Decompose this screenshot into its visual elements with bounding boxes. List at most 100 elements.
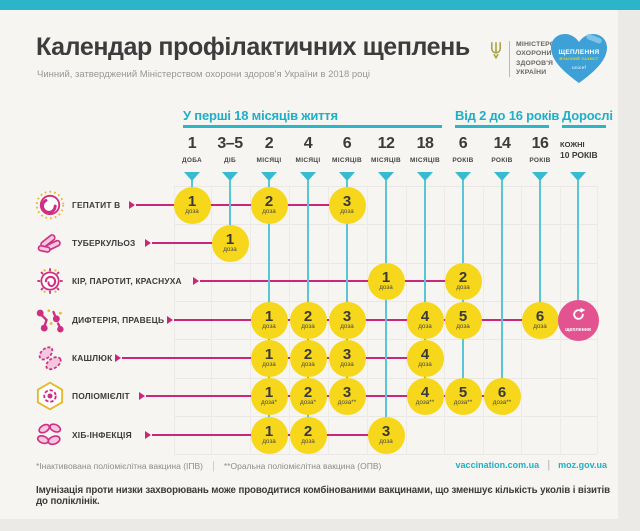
dose-unit-label: доза [379,438,393,445]
unicef-logo-text: unicef [571,65,587,70]
dose-circle: 2 доза [289,416,327,454]
dose-unit-label: доза [533,323,547,330]
dose-number: 1 [264,346,274,363]
disease-row-label: ДИФТЕРІЯ, ПРАВЕЦЬ [72,315,165,325]
dose-number: 4 [420,384,430,401]
disease-row-label: КІР, ПАРОТИТ, КРАСНУХА [72,276,182,286]
heart-logo-title: ЩЕПЛЕННЯ [558,49,600,56]
dose-unit-label: доза* [300,399,316,406]
dose-number: 1 [264,423,274,440]
column-timeline-line [539,180,541,320]
dose-number: 2 [303,423,313,440]
timeline-group-underline [183,125,442,128]
disease-row-label: ПОЛІОМІЄЛІТ [72,391,130,401]
repeat-icon [571,307,586,327]
hepatitis-b-virus-icon [35,190,65,220]
dose-number: 1 [264,308,274,325]
column-timeline-line [577,180,579,320]
row-schedule-line [136,204,347,206]
dose-number: 2 [303,384,313,401]
dose-unit-label: доза* [261,399,277,406]
disease-row-label: КАШЛЮК [72,353,113,363]
dose-unit-label: доза [456,284,470,291]
row-arrow-icon [167,316,173,324]
dose-unit-label: доза [340,361,354,368]
dose-circle: 3 доза [328,301,366,339]
dose-circle: 5 доза** [444,377,482,415]
dose-circle: 5 доза [444,301,482,339]
dose-circle: 1 доза [173,186,211,224]
dose-number: 1 [264,384,274,401]
page-subtitle: Чинний, затверджений Міністерством охоро… [37,69,371,80]
grid-line [174,454,597,456]
row-schedule-line [174,319,578,321]
dose-unit-label: доза [301,438,315,445]
dose-number: 3 [342,384,352,401]
photo-margin-bottom [0,519,640,531]
dose-circle: 4 доза** [406,377,444,415]
column-header-value: 12 [377,135,395,152]
column-header-value: 2 [264,135,274,152]
column-header-value: КОЖНІ [560,140,585,149]
column-timeline-line [229,180,231,243]
dose-unit-label: доза [223,246,237,253]
column-header-value: 14 [493,135,511,152]
dose-unit-label: доза** [453,399,473,406]
dose-circle: 3 доза** [328,377,366,415]
column-header-unit: МІСЯЦІВ [410,157,440,164]
column-header-value: 16 [531,135,549,152]
heart-bandaid-icon: ЩЕПЛЕННЯ ВЧАСНИЙ ЗАХИСТ unicef [549,32,609,86]
dose-number: 1 [381,269,391,286]
timeline-group-underline [562,125,606,128]
row-arrow-icon [145,239,151,247]
moz-site-link[interactable]: moz.gov.ua [558,460,607,470]
dose-circle: 1 доза [250,301,288,339]
tuberculosis-bacteria-icon [35,228,65,258]
column-header-unit: ДІБ [223,157,236,164]
dose-circle: 1 доза [250,339,288,377]
diphtheria-bacteria-icon [35,305,65,335]
column-timeline-line [385,180,387,435]
column-header-value: 4 [303,135,313,152]
dose-number: 2 [303,346,313,363]
dose-unit-label: доза [185,208,199,215]
column-header-unit: МІСЯЦІ [256,157,282,164]
booster-dose-circle: щеплення [557,299,599,341]
trident-icon [489,40,503,65]
column-funnel-icon [222,172,238,181]
footnote-ipv: *Інактивована поліомієлітна вакцина (ІПВ… [36,461,204,471]
disease-row-label: ТУБЕРКУЛЬОЗ [72,238,136,248]
column-header-unit: РОКІВ [452,157,474,164]
dose-circle: 2 доза [289,301,327,339]
dose-number: 2 [303,308,313,325]
timeline-group-label: Дорослі [562,108,613,123]
dose-unit-label: доза [340,208,354,215]
dose-number: 3 [381,423,391,440]
column-funnel-icon [378,172,394,181]
column-funnel-icon [570,172,586,181]
dose-unit-label: доза [418,323,432,330]
row-arrow-icon [115,354,121,362]
footnote-separator: | [212,460,215,472]
column-funnel-icon [494,172,510,181]
column-header-value: 1 [187,135,197,152]
vaccination-site-link[interactable]: vaccination.com.ua [455,460,540,470]
column-header-unit: РОКІВ [529,157,551,164]
column-header-unit: РОКІВ [491,157,513,164]
column-funnel-icon [455,172,471,181]
row-arrow-icon [145,431,151,439]
dose-number: 4 [420,346,430,363]
dose-circle: 2 доза* [289,377,327,415]
dose-unit-label: доза [301,323,315,330]
timeline-group-label: У перші 18 місяців життя [183,108,338,123]
dose-circle: 3 доза [328,186,366,224]
photo-margin-right [618,0,640,531]
dose-unit-label: доза** [492,399,512,406]
dose-number: 1 [187,193,197,210]
column-header-unit: МІСЯЦІ [295,157,321,164]
dose-circle: 1 доза [211,224,249,262]
row-schedule-line [200,280,463,282]
column-funnel-icon [339,172,355,181]
dose-number: 6 [535,308,545,325]
column-timeline-line [501,180,503,396]
